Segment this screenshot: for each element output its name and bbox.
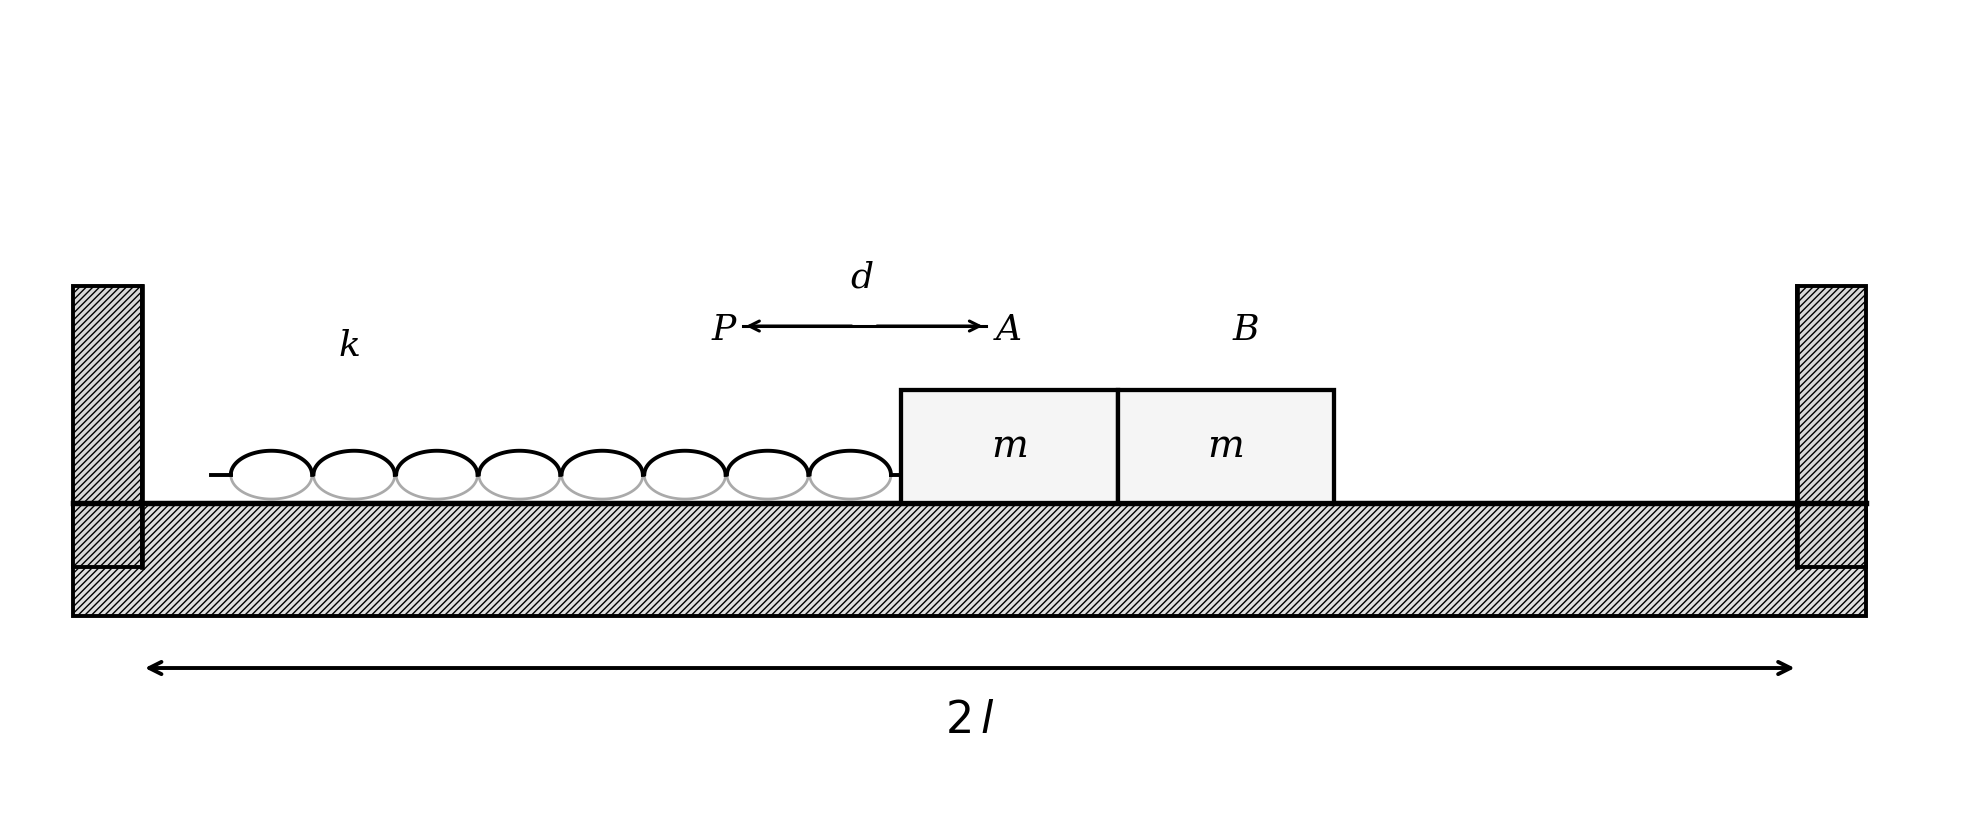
Text: P: P — [710, 313, 736, 347]
Text: B: B — [1233, 313, 1259, 347]
Text: k: k — [338, 329, 360, 363]
Text: d: d — [849, 261, 873, 295]
Bar — [73, 286, 142, 567]
Bar — [1797, 286, 1866, 567]
Text: m: m — [991, 428, 1027, 465]
Bar — [73, 503, 1866, 615]
Bar — [1118, 390, 1334, 503]
Bar — [900, 390, 1118, 503]
Text: m: m — [1207, 428, 1245, 465]
Text: A: A — [995, 313, 1023, 347]
Text: $2\,l$: $2\,l$ — [944, 698, 995, 742]
